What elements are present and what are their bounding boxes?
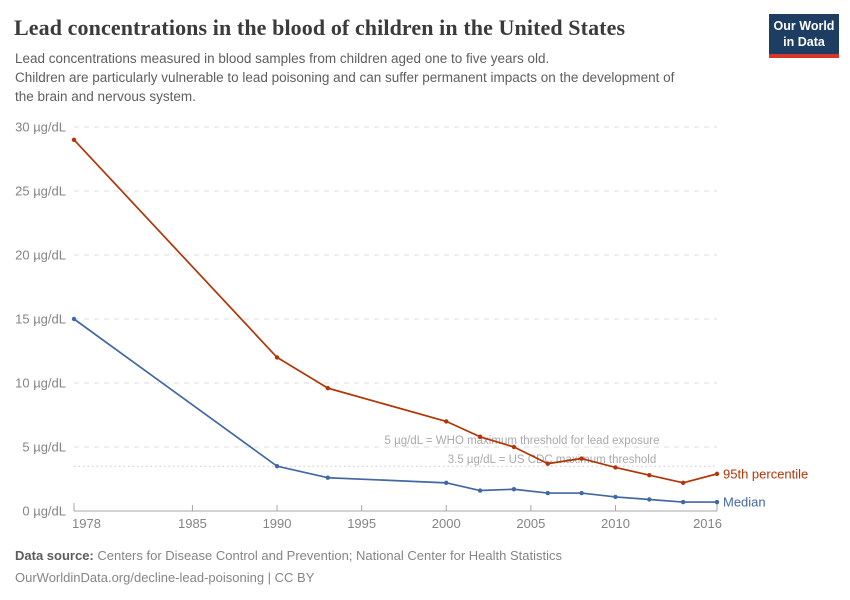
data-point-95th-percentile[interactable] [325, 385, 331, 391]
data-point-95th-percentile[interactable] [714, 471, 720, 477]
data-source-label: Data source: [15, 548, 94, 563]
y-tick-label: 20 µg/dL [15, 248, 66, 263]
subtitle-line-1: Lead concentrations measured in blood sa… [15, 51, 550, 66]
subtitle-line-2: Children are particularly vulnerable to … [15, 70, 675, 85]
data-point-median[interactable] [545, 490, 550, 496]
y-tick-label: 10 µg/dL [15, 376, 66, 391]
data-point-95th-percentile[interactable] [613, 465, 618, 470]
y-tick-label: 25 µg/dL [15, 184, 66, 199]
x-tick-label: 1995 [347, 516, 376, 531]
y-tick-label: 0 µg/dL [22, 504, 66, 519]
chart-footer: Data source: Centers for Disease Control… [15, 545, 835, 589]
chart-subtitle: Lead concentrations measured in blood sa… [15, 49, 775, 106]
data-point-95th-percentile[interactable] [680, 480, 686, 486]
data-point-median[interactable] [274, 464, 280, 469]
data-point-95th-percentile[interactable] [579, 456, 584, 461]
data-point-median[interactable] [714, 499, 720, 505]
line-median[interactable] [73, 318, 717, 503]
data-source-line: Data source: Centers for Disease Control… [15, 545, 835, 567]
x-tick-label: 2000 [432, 516, 461, 531]
page-title: Lead concentrations in the blood of chil… [14, 15, 626, 40]
x-tick-label: 2010 [601, 516, 630, 531]
data-point-median[interactable] [477, 488, 483, 493]
data-point-95th-percentile[interactable] [71, 137, 77, 142]
data-point-median[interactable] [71, 316, 77, 322]
data-point-95th-percentile[interactable] [647, 472, 652, 478]
data-point-median[interactable] [325, 475, 331, 480]
data-point-median[interactable] [511, 487, 517, 492]
citation-line[interactable]: OurWorldinData.org/decline-lead-poisonin… [15, 570, 315, 585]
data-point-median[interactable] [579, 490, 584, 496]
subtitle-line-3: the brain and nervous system. [15, 89, 196, 104]
data-point-median[interactable] [613, 494, 618, 500]
x-tick-label: 1985 [178, 516, 207, 531]
annotation-5-g-dl-wh: 5 µg/dL = WHO maximum threshold for lead… [385, 435, 660, 447]
annotation-3-5-g-dl-: 3.5 µg/dL = US CDC maximum threshold [448, 454, 657, 466]
x-tick-label: 2016 [693, 516, 722, 531]
y-tick-label: 15 µg/dL [15, 312, 66, 327]
data-point-median[interactable] [444, 480, 449, 486]
data-point-95th-percentile[interactable] [477, 434, 483, 439]
owid-logo-line-1: Our World [773, 19, 835, 33]
legend-median[interactable]: Median [723, 495, 766, 510]
x-tick-label: 2005 [516, 516, 545, 531]
data-point-95th-percentile[interactable] [444, 419, 449, 424]
owid-logo-line-2: in Data [783, 34, 825, 49]
x-tick-label: 1978 [72, 516, 101, 531]
legend-95th-percentile[interactable]: 95th percentile [723, 466, 808, 481]
data-source-text: Centers for Disease Control and Preventi… [93, 548, 562, 563]
line-chart-canvas: 0 µg/dL 5 µg/dL 10 µg/dL 15 µg/dL 20 µg/dL 25… [15, 120, 808, 532]
owid-logo[interactable]: Our World in Data [769, 14, 839, 58]
data-point-95th-percentile[interactable] [274, 355, 280, 360]
data-point-median[interactable] [680, 499, 686, 505]
x-tick-label: 1990 [263, 516, 292, 531]
y-tick-label: 30 µg/dL [15, 120, 66, 135]
y-tick-label: 5 µg/dL [22, 440, 66, 455]
owid-logo-box: Our World in Data [769, 14, 839, 58]
data-point-median[interactable] [647, 497, 652, 502]
line-95th-percentile[interactable] [73, 139, 718, 484]
data-point-95th-percentile[interactable] [545, 461, 550, 466]
data-point-95th-percentile[interactable] [511, 444, 517, 450]
